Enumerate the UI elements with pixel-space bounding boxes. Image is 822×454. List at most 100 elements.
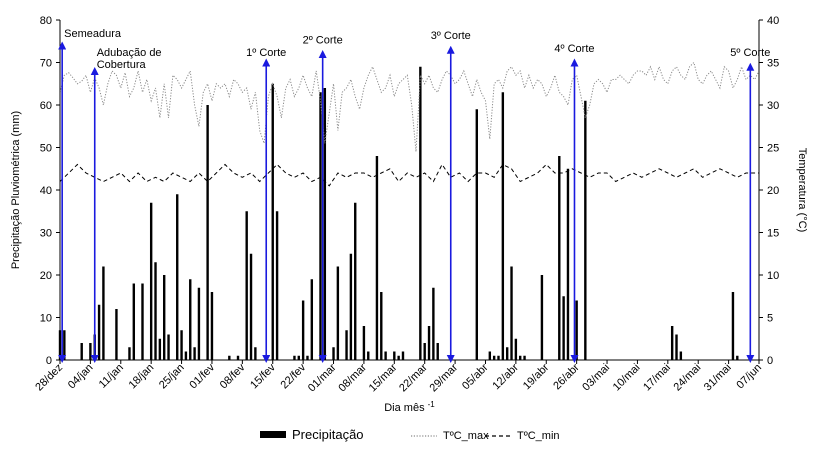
x-tick-label: 15/mar	[367, 361, 400, 394]
precipitation-bar	[306, 355, 309, 360]
y-left-tick-label: 70	[40, 58, 52, 70]
precipitation-bar	[301, 300, 305, 360]
y-left-tick-label: 0	[46, 355, 52, 367]
y-left-tick-label: 80	[40, 15, 52, 27]
precipitation-bar	[271, 83, 274, 360]
y-right-tick-label: 25	[767, 143, 779, 155]
precipitation-bar	[154, 262, 157, 360]
precipitation-bar	[584, 100, 587, 360]
precipitation-bar	[193, 347, 196, 360]
event-label-line2: Cobertura	[97, 59, 147, 71]
precipitation-bar	[475, 109, 478, 360]
y-right-tick-label: 15	[767, 228, 779, 240]
legend-label-temp-max: TºC_max	[443, 430, 489, 442]
x-tick-label: 01/fev	[187, 361, 217, 391]
precipitation-bar	[540, 275, 544, 360]
precipitation-bar	[149, 202, 153, 360]
y-right-axis-title: Temperatura (°C)	[796, 148, 808, 232]
temp-min-line	[59, 163, 759, 187]
precipitation-bar	[228, 355, 231, 360]
event-label: 2º Corte	[303, 34, 343, 46]
x-tick-label: 17/mai	[641, 362, 673, 394]
precipitation-bar	[492, 355, 496, 360]
event-label: 1º Corte	[246, 47, 286, 59]
precipitation-bar	[432, 287, 435, 360]
x-tick-label: 11/jan	[97, 362, 126, 391]
precipitation-bar	[323, 88, 327, 360]
x-tick-label: 22/fev	[279, 361, 309, 391]
precipitation-bar	[397, 355, 400, 360]
event-label: 5º Corte	[730, 47, 770, 59]
x-tick-label: 08/fev	[218, 361, 248, 391]
precipitation-bar	[566, 168, 570, 360]
x-tick-label: 22/mar	[397, 361, 430, 394]
y-left-tick-label: 10	[40, 313, 52, 325]
precipitation-bar	[80, 343, 83, 360]
precipitation-bar	[297, 355, 300, 360]
precipitation-bar	[436, 343, 439, 360]
x-tick-label: 31/mai	[702, 362, 734, 394]
y-right-tick-label: 35	[767, 58, 779, 70]
precipitation-bar	[115, 309, 118, 360]
y-right-tick-label: 10	[767, 270, 779, 282]
x-tick-label: 18/jan	[127, 362, 157, 392]
x-tick-label: 15/fev	[248, 361, 278, 391]
event-label: Adubação de	[97, 47, 162, 59]
x-tick-label: 03/mai	[580, 362, 612, 394]
precipitation-bar	[206, 105, 209, 360]
precipitation-bar	[176, 194, 179, 360]
precipitation-bar	[523, 355, 526, 360]
legend-swatch-precipitation	[260, 431, 286, 438]
x-tick-label: 24/mai	[671, 362, 703, 394]
legend: Precipitação TºC_max TºC_min	[260, 427, 560, 442]
precipitation-bar	[501, 92, 505, 360]
legend-label-temp-min: TºC_min	[517, 430, 560, 442]
precipitation-bar	[736, 355, 739, 360]
x-tick-label: 12/abr	[490, 361, 521, 392]
x-axis-title: Dia mês -1	[384, 400, 435, 415]
precipitation-bar	[63, 330, 66, 360]
precipitation-bar	[427, 326, 431, 360]
y-right-tick-label: 0	[767, 355, 773, 367]
precipitation-bar	[275, 211, 279, 360]
precipitation-bar	[132, 283, 136, 360]
y-left-tick-label: 60	[40, 100, 52, 112]
precipitation-bar	[505, 347, 509, 360]
precipitation-bar	[575, 300, 578, 360]
precipitation-bar	[519, 355, 522, 360]
y-left-tick-label: 30	[40, 228, 52, 240]
precipitation-bar	[510, 266, 513, 360]
y-left-tick-label: 40	[40, 185, 52, 197]
precipitation-bar	[362, 326, 366, 360]
precipitation-bar	[675, 334, 678, 360]
precipitation-bar	[189, 279, 192, 360]
precipitation-bar	[249, 253, 253, 360]
precipitation-bar	[141, 283, 144, 360]
x-tick-label: 07/jun	[734, 362, 764, 392]
x-tick-label: 08/mar	[336, 361, 369, 394]
y-right-tick-label: 20	[767, 185, 779, 197]
precipitation-bar	[332, 347, 335, 360]
precipitation-bar	[488, 351, 492, 360]
x-tick-label: 25/jan	[157, 362, 187, 392]
y-right-tick-label: 40	[767, 15, 779, 27]
precipitation-bar	[245, 211, 248, 360]
precipitation-bar	[354, 202, 357, 360]
x-tick-label: 29/mar	[428, 361, 461, 394]
x-tick-label: 04/jan	[66, 362, 96, 392]
event-label: Semeadura	[64, 28, 122, 40]
precipitation-bar	[102, 266, 105, 360]
precipitation-bar	[310, 279, 314, 360]
event-label: 4º Corte	[554, 43, 594, 55]
precipitation-bar	[128, 347, 131, 360]
precipitation-bar	[375, 156, 379, 360]
x-tick-label: 05/abr	[460, 361, 491, 392]
precipitation-bar	[336, 266, 340, 360]
precipitation-bar	[670, 326, 674, 360]
precipitation-bar	[210, 292, 214, 360]
precipitation-bar	[158, 338, 162, 360]
precipitation-bar	[380, 292, 383, 360]
